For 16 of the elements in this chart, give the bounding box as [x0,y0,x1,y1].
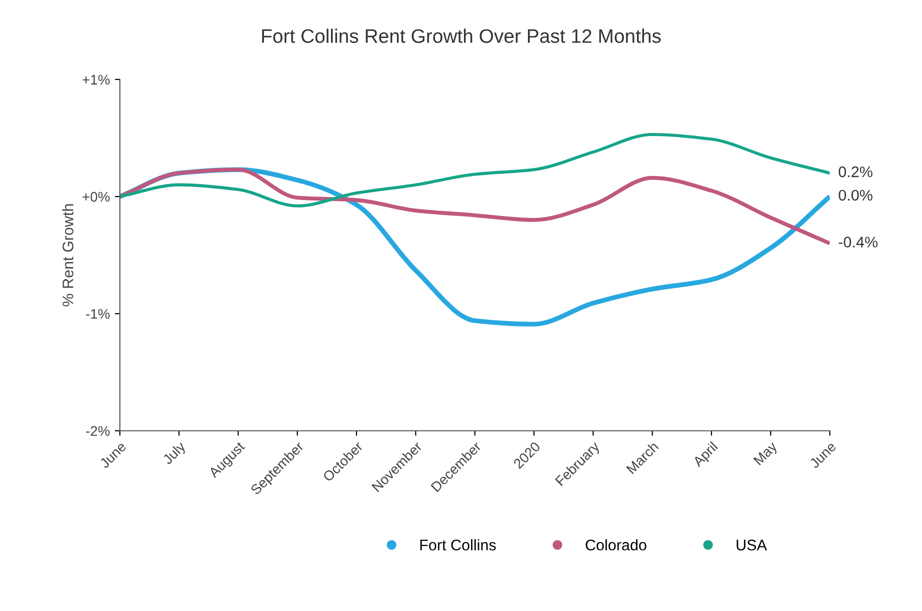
legend-label: USA [736,540,767,550]
data-label: 0.2% [838,166,872,178]
line-series [120,132,830,208]
y-tick-label: +1% [82,74,110,85]
data-label: -0.4% [838,236,878,248]
x-tick-label: July [162,440,188,467]
y-tick-label: -2% [86,426,110,436]
chart-title: Fort Collins Rent Growth Over Past 12 Months [262,28,661,43]
line-series [120,168,830,246]
y-axis-title: % Rent Growth [62,204,74,306]
y-tick-label: +0% [82,192,110,202]
data-label: 0.0% [838,190,872,201]
y-tick-label: -1% [86,309,110,319]
legend-label: Fort Collins [420,539,496,550]
legend-label: Colorado [586,539,646,550]
x-tick-label: May [753,440,780,468]
